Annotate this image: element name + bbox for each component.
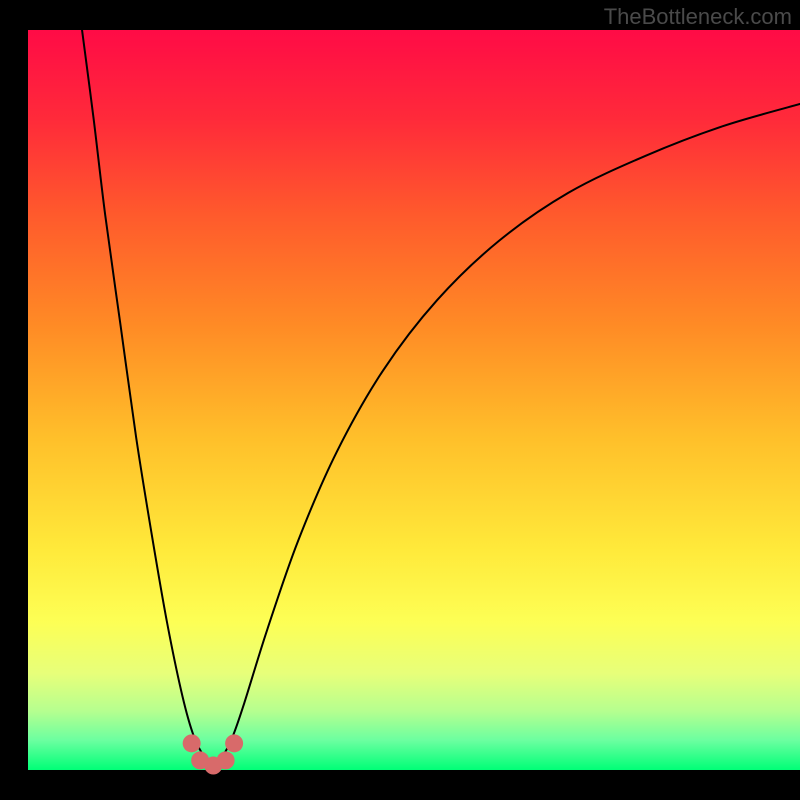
trough-marker bbox=[183, 734, 201, 752]
chart-container: TheBottleneck.com bbox=[0, 0, 800, 800]
trough-marker bbox=[217, 751, 235, 769]
watermark-text: TheBottleneck.com bbox=[604, 4, 792, 30]
trough-marker bbox=[225, 734, 243, 752]
bottleneck-chart bbox=[0, 0, 800, 800]
